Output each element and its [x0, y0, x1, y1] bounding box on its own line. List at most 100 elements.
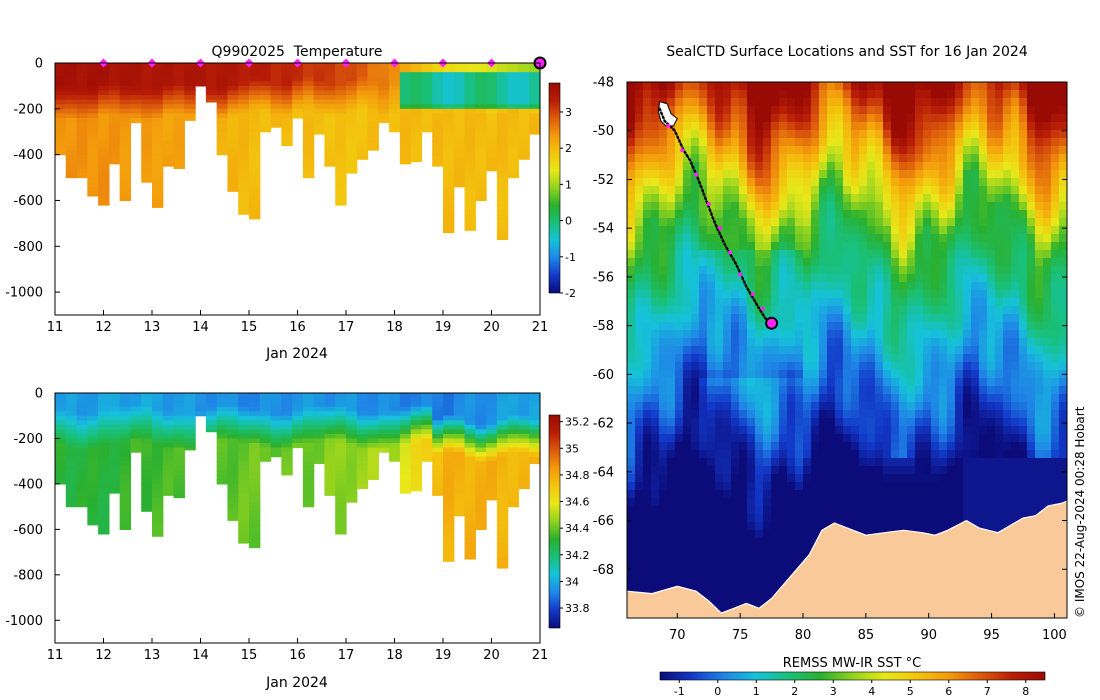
section-cell	[356, 483, 369, 490]
sst-cell	[643, 242, 652, 251]
sst-cell	[643, 258, 652, 267]
section-cell	[324, 411, 336, 417]
section-cell	[108, 479, 121, 485]
sst-cell	[651, 202, 660, 211]
sst-cell	[707, 98, 716, 107]
section-cell	[249, 493, 261, 499]
section-cell	[367, 131, 379, 137]
section-cell	[486, 415, 498, 421]
section-cell	[98, 493, 110, 499]
sst-cell	[651, 394, 660, 403]
sst-cell	[955, 306, 964, 315]
section-cell	[141, 131, 153, 137]
sst-cell	[1027, 146, 1036, 155]
section-cell	[119, 524, 132, 530]
sst-cell	[779, 386, 788, 395]
section-cell	[507, 488, 520, 494]
sst-cell	[923, 354, 932, 363]
section-cell	[227, 438, 239, 444]
sst-cell	[635, 138, 644, 147]
section-cell	[55, 406, 67, 412]
section-cell	[152, 90, 164, 96]
section-cell	[486, 479, 498, 485]
sst-cell	[643, 386, 652, 395]
sst-cell	[915, 202, 924, 211]
sst-cell	[779, 442, 788, 451]
sst-cell	[947, 450, 956, 459]
section-cell	[141, 140, 153, 147]
section-cell	[464, 140, 476, 147]
section-cell	[162, 470, 175, 476]
sst-cell	[875, 218, 884, 227]
section-cell	[292, 438, 304, 444]
sst-cell	[867, 306, 876, 315]
x-tick-label: 18	[386, 320, 403, 335]
section-cell	[399, 117, 412, 124]
section-cell	[432, 465, 444, 471]
sst-cell	[1011, 346, 1020, 355]
section-cell	[443, 556, 455, 562]
sst-cell	[971, 418, 980, 427]
section-cell	[475, 465, 487, 471]
section-cell	[475, 136, 487, 142]
sst-cell	[635, 210, 644, 219]
sst-cell	[787, 402, 796, 411]
section-cell	[65, 76, 78, 82]
section-cell	[249, 456, 261, 462]
sst-cell	[643, 194, 652, 203]
section-cell	[507, 438, 520, 444]
section-cell	[464, 76, 476, 82]
sst-cell	[739, 218, 748, 227]
sst-cell	[1059, 162, 1067, 171]
sst-cell	[1019, 466, 1028, 475]
section-cell	[399, 474, 412, 480]
section-cell	[464, 99, 476, 105]
sst-cell	[867, 274, 876, 283]
section-cell	[399, 127, 412, 133]
section-cell	[324, 127, 336, 133]
sst-cell	[715, 146, 724, 155]
sst-cell	[755, 482, 764, 491]
sst-cell	[851, 386, 860, 395]
section-cell	[130, 411, 142, 417]
sst-cell	[803, 442, 812, 451]
section-cell	[507, 461, 520, 467]
sst-cell	[931, 466, 940, 475]
section-cell	[475, 177, 487, 183]
sst-cell	[875, 226, 884, 235]
sst-cell	[1051, 194, 1060, 203]
section-cell	[324, 402, 336, 408]
sst-cell	[939, 130, 948, 139]
section-cell	[507, 113, 520, 119]
sst-cell	[739, 242, 748, 251]
sst-cell	[787, 258, 796, 267]
sst-cell	[795, 98, 804, 107]
sst-cell	[963, 266, 972, 275]
section-cell	[141, 81, 153, 87]
section-cell	[475, 461, 487, 467]
sst-cell	[1011, 162, 1020, 171]
sst-cell	[651, 122, 660, 131]
sst-cell	[963, 362, 972, 371]
sst-cell	[635, 186, 644, 195]
sst-cell	[651, 434, 660, 443]
section-cell	[141, 493, 153, 499]
sst-cell	[891, 346, 900, 355]
sst-cell	[779, 418, 788, 427]
section-cell	[475, 81, 487, 87]
sst-cell	[819, 202, 828, 211]
sst-cell	[787, 442, 796, 451]
sst-cell	[635, 98, 644, 107]
sst-cell	[979, 458, 988, 467]
sst-cell	[707, 258, 716, 267]
section-cell	[227, 145, 239, 151]
sst-cell	[915, 282, 924, 291]
section-cell	[335, 515, 347, 521]
sst-cell	[907, 210, 916, 219]
sst-cell	[787, 274, 796, 283]
section-cell	[475, 67, 487, 73]
section-cell	[464, 493, 476, 499]
section-cell	[475, 117, 487, 124]
sst-cell	[659, 322, 668, 331]
sst-cell	[1043, 306, 1052, 315]
